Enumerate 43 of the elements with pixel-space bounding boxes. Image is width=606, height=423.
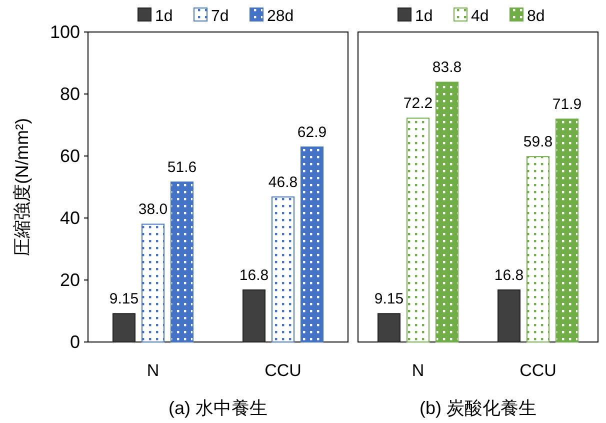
bar bbox=[556, 118, 578, 342]
data-label: 62.9 bbox=[297, 124, 327, 142]
legend-label: 1d bbox=[415, 8, 433, 25]
y-axis-title: 圧縮強度(N/mm²) bbox=[12, 118, 32, 256]
bar bbox=[406, 118, 430, 342]
bar bbox=[170, 182, 194, 342]
data-label: 59.8 bbox=[523, 134, 553, 151]
data-label: 9.15 bbox=[109, 290, 139, 308]
legend-label: 1d bbox=[155, 8, 173, 25]
legend-label: 28d bbox=[267, 8, 294, 25]
data-label: 46.8 bbox=[268, 174, 298, 191]
bar bbox=[300, 146, 324, 342]
data-label: 71.9 bbox=[552, 96, 582, 114]
data-label: 9.15 bbox=[374, 290, 404, 308]
legend-label: 7d bbox=[211, 8, 229, 25]
y-tick-label: 60 bbox=[60, 146, 80, 166]
x-axis-title: (a) 水中養生 bbox=[168, 398, 268, 418]
bar bbox=[272, 196, 294, 342]
data-label: 38.0 bbox=[138, 201, 168, 218]
data-label: 16.8 bbox=[494, 266, 524, 284]
x-axis-title: (b) 炭酸化養生 bbox=[420, 398, 536, 418]
bar bbox=[378, 313, 400, 342]
y-tick-label: 80 bbox=[60, 84, 80, 104]
legend-label: 8d bbox=[527, 8, 545, 25]
y-tick-label: 0 bbox=[70, 332, 80, 352]
y-tick-label: 20 bbox=[60, 270, 80, 290]
legend-label: 4d bbox=[471, 8, 489, 25]
bar bbox=[112, 313, 136, 342]
bar bbox=[526, 156, 550, 342]
y-tick-label: 100 bbox=[50, 22, 80, 42]
data-label: 16.8 bbox=[239, 266, 269, 284]
x-tick-label: N bbox=[412, 361, 424, 380]
bar bbox=[142, 224, 164, 342]
x-tick-label: CCU bbox=[264, 361, 302, 380]
bar bbox=[242, 289, 266, 342]
data-label: 83.8 bbox=[432, 59, 462, 76]
x-tick-label: N bbox=[146, 361, 160, 380]
x-tick-label: CCU bbox=[520, 361, 556, 380]
y-tick-label: 40 bbox=[60, 208, 80, 228]
bar bbox=[498, 289, 520, 342]
data-label: 51.6 bbox=[167, 159, 197, 176]
bar bbox=[436, 82, 458, 342]
data-label: 72.2 bbox=[403, 95, 433, 112]
